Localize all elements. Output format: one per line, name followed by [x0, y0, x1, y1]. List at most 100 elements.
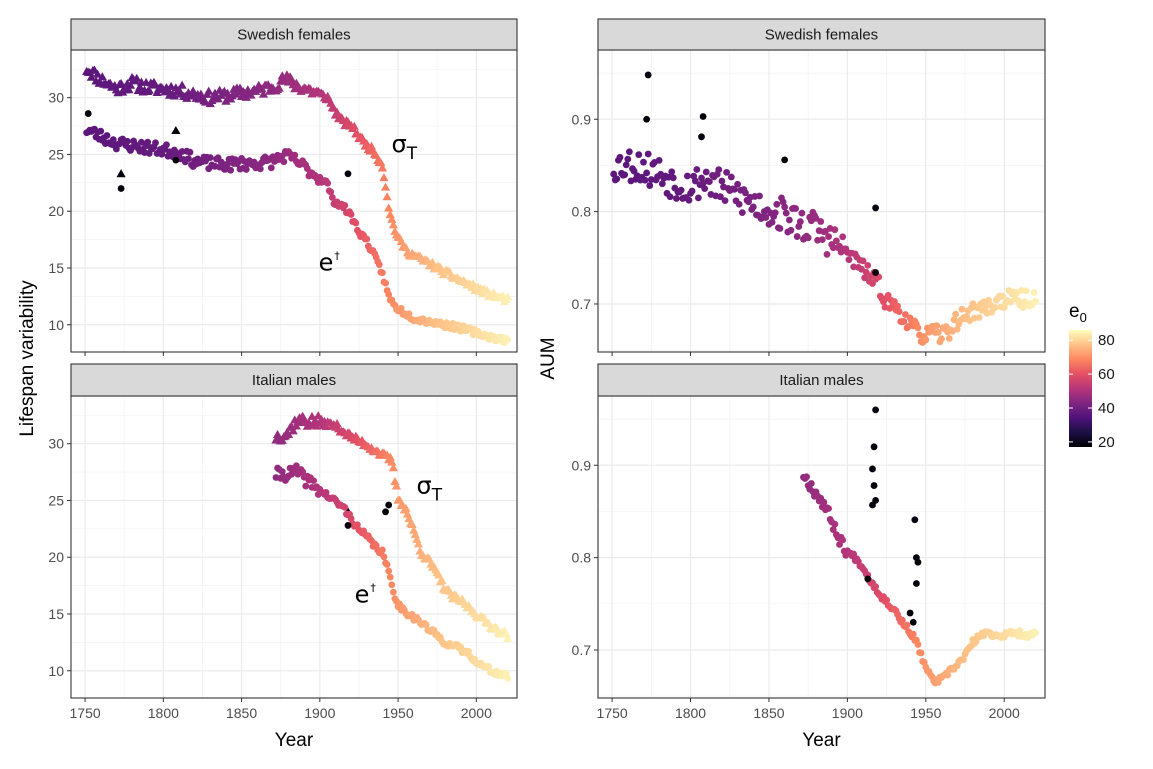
data-point — [397, 304, 405, 312]
x-axis-title: Year — [802, 730, 841, 751]
data-point — [344, 522, 352, 529]
data-point — [702, 168, 710, 176]
data-point — [731, 185, 738, 193]
data-point — [280, 158, 288, 166]
data-point — [734, 180, 741, 188]
x-tick-label: 2000 — [461, 705, 492, 721]
data-point — [771, 209, 779, 217]
data-point — [1030, 289, 1038, 296]
legend-title: e0 — [1069, 301, 1087, 325]
data-point — [912, 580, 920, 587]
data-point — [817, 218, 825, 225]
data-point — [796, 218, 804, 226]
data-point — [864, 261, 872, 269]
data-point — [291, 151, 299, 159]
panel-background — [71, 50, 517, 352]
data-point — [103, 132, 111, 139]
data-point — [485, 662, 493, 670]
y-tick-label: 0.9 — [572, 111, 592, 127]
data-point-triangle — [488, 287, 499, 297]
data-point — [643, 169, 651, 177]
data-point — [999, 292, 1007, 300]
data-point — [386, 573, 394, 581]
data-point — [242, 166, 250, 173]
data-point — [327, 188, 335, 196]
data-point-triangle — [387, 214, 397, 223]
data-point — [864, 575, 872, 583]
data-point — [872, 583, 880, 591]
series-aum — [800, 406, 1039, 687]
data-point — [825, 233, 832, 241]
data-point-triangle — [221, 96, 231, 105]
data-point — [341, 503, 349, 511]
data-point — [1032, 297, 1039, 305]
data-point — [953, 325, 961, 333]
data-point — [914, 324, 922, 332]
data-point — [616, 153, 624, 161]
data-point — [762, 214, 770, 221]
data-point — [872, 406, 880, 414]
data-point — [422, 621, 430, 629]
data-point — [1019, 304, 1027, 311]
data-point — [622, 161, 630, 169]
facet-strip-label: Swedish females — [765, 27, 878, 44]
data-point-triangle — [395, 495, 405, 504]
data-point — [872, 204, 880, 212]
data-point-triangle — [171, 126, 181, 135]
data-point — [641, 176, 649, 184]
data-point — [677, 186, 685, 194]
facet-strip — [70, 18, 518, 51]
data-point-triangle — [379, 173, 389, 182]
data-point — [945, 335, 953, 342]
data-point — [701, 185, 709, 193]
data-point — [158, 150, 166, 158]
data-point — [742, 189, 749, 197]
y-tick-label: 25 — [48, 146, 64, 162]
data-point — [872, 269, 880, 276]
data-point — [693, 166, 701, 173]
y-tick-label: 0.7 — [572, 642, 592, 658]
data-point-triangle — [332, 107, 342, 116]
data-point — [186, 148, 194, 156]
data-point — [504, 675, 512, 682]
data-point — [792, 205, 800, 212]
data-point — [906, 609, 914, 617]
data-point-triangle — [298, 411, 308, 420]
legend-tick-label: 40 — [1098, 400, 1115, 417]
data-point — [831, 520, 839, 528]
data-point-triangle — [349, 121, 359, 130]
data-point — [353, 521, 361, 529]
data-point — [785, 216, 793, 224]
data-point — [256, 165, 264, 173]
panel-0-1: Italian males 10 15 20 25 30 1750 1800 1850 1900 1… — [48, 363, 518, 721]
data-point-triangle — [482, 285, 492, 294]
data-point — [644, 71, 652, 79]
y-axis-title: Lifespan variability — [17, 280, 38, 437]
data-point — [465, 647, 472, 655]
x-tick-label: 2000 — [989, 705, 1020, 721]
data-point — [380, 553, 388, 561]
data-point-triangle — [503, 633, 513, 642]
data-point — [773, 200, 781, 208]
data-point — [909, 630, 917, 638]
data-point-triangle — [484, 618, 494, 627]
data-point — [278, 468, 286, 476]
data-point — [328, 194, 336, 201]
y-tick-label: 0.8 — [572, 550, 592, 566]
data-point — [807, 480, 815, 487]
data-point — [787, 226, 795, 234]
data-point — [895, 308, 903, 315]
data-point — [172, 156, 180, 164]
data-point-triangle — [371, 150, 381, 159]
series-sigma-t — [271, 411, 513, 642]
y-axis-title: AUM — [538, 337, 559, 379]
x-tick-label: 1900 — [304, 705, 335, 721]
data-point-triangle — [391, 481, 402, 490]
data-point — [825, 505, 832, 512]
data-point — [1016, 627, 1024, 634]
data-point — [666, 193, 674, 201]
data-point-triangle — [124, 85, 134, 94]
data-point — [388, 581, 396, 589]
data-point — [749, 203, 757, 211]
